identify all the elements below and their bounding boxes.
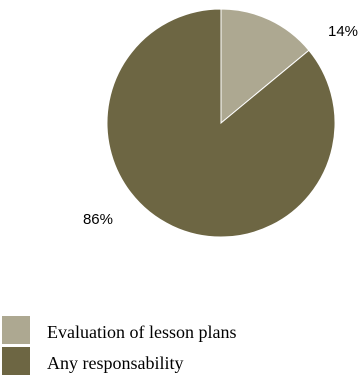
legend-swatch-1 <box>2 316 30 344</box>
pie-slice-2 <box>106 8 336 238</box>
legend: Evaluation of lesson plans Any responsabi… <box>2 316 236 375</box>
legend-swatch-2 <box>2 347 30 375</box>
pie-slice-label-1: 14% <box>328 23 358 40</box>
pie-slice-label-2: 86% <box>83 211 113 228</box>
legend-label-1: Evaluation of lesson plans <box>47 322 236 342</box>
pie-slices <box>106 8 336 238</box>
pie-slice-labels: 14% 86% <box>83 23 358 228</box>
pie-slice-1 <box>220 8 310 125</box>
legend-label-2: Any responsability <box>47 353 184 373</box>
